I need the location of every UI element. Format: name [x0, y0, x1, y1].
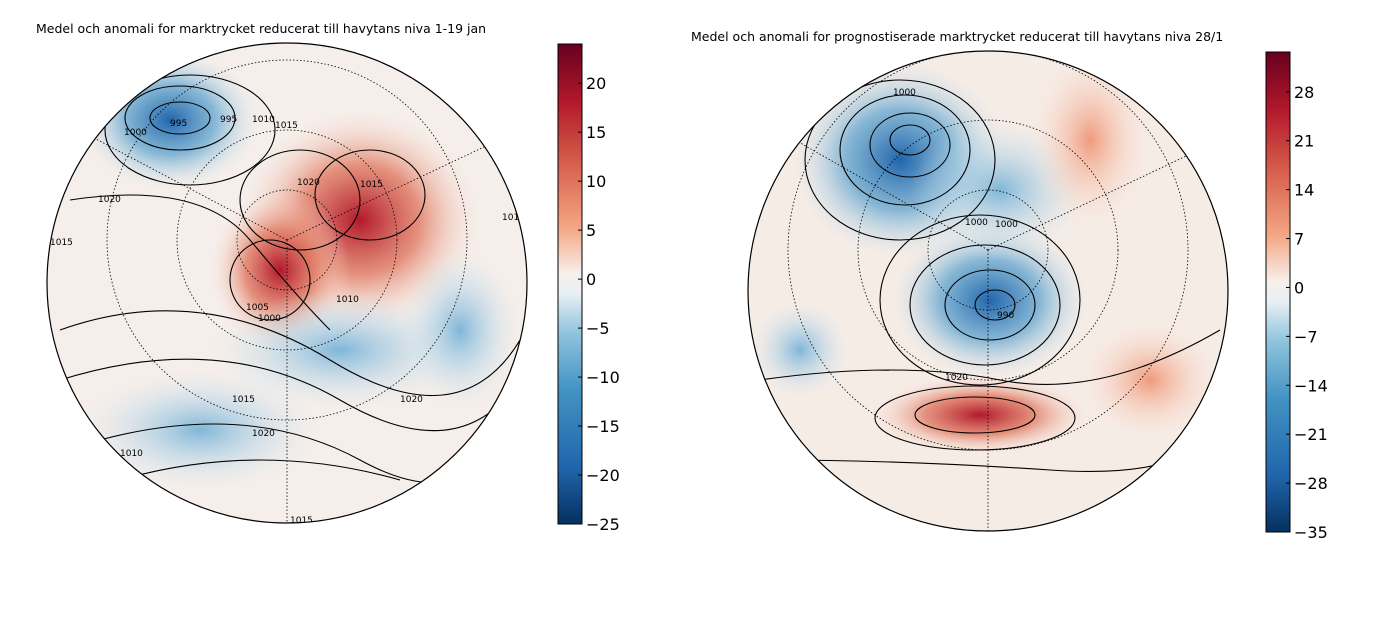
left-map-title: Medel och anomali for marktrycket reduce… — [36, 21, 487, 36]
colorbar-tick-label: 0 — [586, 270, 596, 289]
contour-label: 1005 — [246, 303, 269, 313]
right-colorbar: 28 21 14 7 0 −7 −14 −21 −28 −35 — [1265, 51, 1328, 542]
colorbar-tick-label: 10 — [586, 172, 606, 191]
colorbar-tick-label: −7 — [1294, 327, 1318, 346]
contour-label: 1020 — [98, 195, 121, 205]
contour-label: 1010 — [252, 115, 275, 125]
colorbar-tick-label: −14 — [1294, 376, 1328, 395]
colorbar-tick-label: −5 — [586, 319, 610, 338]
contour-label: 1015 — [502, 213, 525, 223]
contour-label: 1000 — [124, 128, 147, 138]
colorbar-tick-label: 20 — [586, 74, 606, 93]
contour-label: 1015 — [290, 516, 313, 526]
colorbar-tick-label: −21 — [1294, 425, 1328, 444]
contour-label: 1020 — [297, 178, 320, 188]
isobar-contours — [59, 74, 521, 483]
colorbar-tick-label: −28 — [1294, 474, 1328, 493]
colorbar-tick-label: −25 — [586, 515, 620, 534]
contour-label: 1020 — [400, 395, 423, 405]
contour-label: 990 — [997, 311, 1014, 321]
colorbar-tick-label: 7 — [1294, 230, 1304, 249]
contour-label: 1015 — [232, 395, 255, 405]
colorbar-tick-label: 28 — [1294, 83, 1314, 102]
contour-label: 1000 — [893, 88, 916, 98]
graticule — [59, 59, 521, 523]
contour-label: 995 — [170, 119, 187, 129]
colorbar-tick-label: −35 — [1294, 523, 1328, 542]
contour-label: 1010 — [336, 295, 359, 305]
colorbar-tick-label: 14 — [1294, 181, 1314, 200]
contour-label: 1010 — [120, 449, 143, 459]
left-polar-map: 1000 995 995 1010 1015 1020 1020 1015 10… — [47, 43, 527, 526]
colorbar-tick-label: 15 — [586, 123, 606, 142]
contour-label: 1020 — [252, 429, 275, 439]
positive-anomaly-area — [870, 375, 1090, 455]
contour-label: 995 — [220, 115, 237, 125]
colorbar-tick-label: −10 — [586, 368, 620, 387]
contour-label: 1000 — [258, 314, 281, 324]
colorbar-tick-label: −20 — [586, 466, 620, 485]
contour-label: 1015 — [50, 238, 73, 248]
left-colorbar: 20 15 10 5 0 −5 −10 −15 −20 −25 — [557, 43, 620, 534]
contour-label: 1015 — [275, 121, 298, 131]
contour-label: 1000 — [995, 220, 1018, 230]
colorbar-tick-label: 5 — [586, 221, 596, 240]
colorbar-tick-label: 0 — [1294, 278, 1304, 297]
contour-label: 1000 — [965, 218, 988, 228]
colorbar-tick-label: −15 — [586, 417, 620, 436]
right-map-title: Medel och anomali for prognostiserade ma… — [691, 29, 1224, 44]
graticule — [759, 51, 1221, 531]
right-polar-map: 1000 1000 1000 1020 990 — [748, 51, 1228, 531]
contour-label: 1020 — [945, 373, 968, 383]
colorbar-tick-label: 21 — [1294, 132, 1314, 151]
contour-label: 1015 — [360, 180, 383, 190]
